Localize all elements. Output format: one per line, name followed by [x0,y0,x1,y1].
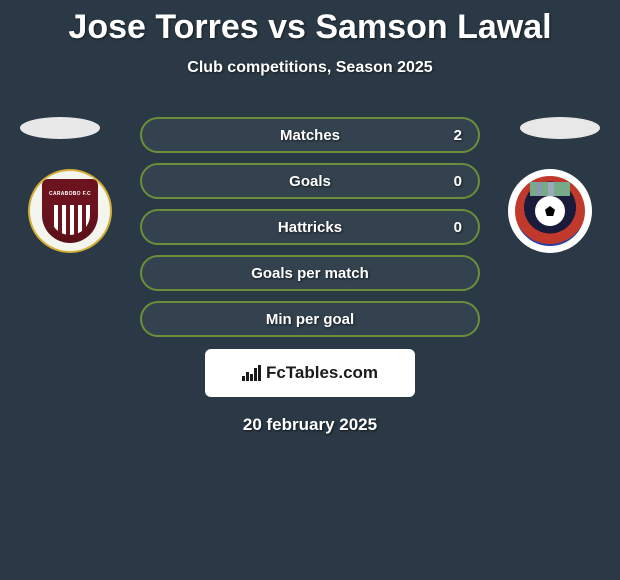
stat-label: Min per goal [266,311,354,328]
player-photo-right [520,117,600,139]
comparison-title: Jose Torres vs Samson Lawal [0,0,620,47]
stat-row-goals: Goals 0 [140,163,480,199]
stat-row-matches: Matches 2 [140,117,480,153]
logo-text: FcTables.com [242,363,378,383]
carabobo-text: CARABOBO F.C [49,191,91,197]
stat-label: Matches [280,127,340,144]
metropolitanos-shield-icon [515,176,585,246]
comparison-subtitle: Club competitions, Season 2025 [0,59,620,77]
stat-row-hattricks: Hattricks 0 [140,209,480,245]
player-photo-left [20,117,100,139]
logo-label: FcTables.com [266,363,378,383]
stat-row-goals-per-match: Goals per match [140,255,480,291]
club-badge-right [508,169,592,253]
fctables-logo: FcTables.com [205,349,415,397]
carabobo-stripes-icon [50,205,90,235]
stats-container: Matches 2 Goals 0 Hattricks 0 Goals per … [140,117,480,337]
stat-label: Hattricks [278,219,342,236]
stat-label: Goals per match [251,265,369,282]
city-skyline-icon [530,182,570,196]
stat-right-value: 0 [454,219,462,236]
club-badge-left: CARABOBO F.C [28,169,112,253]
bars-chart-icon [242,365,262,381]
stat-right-value: 0 [454,173,462,190]
comparison-date: 20 february 2025 [0,415,620,435]
carabobo-shield-icon: CARABOBO F.C [42,179,98,243]
comparison-content: CARABOBO F.C Matches 2 Goals 0 Hattricks… [0,117,620,435]
stat-right-value: 2 [454,127,462,144]
stat-row-min-per-goal: Min per goal [140,301,480,337]
stat-label: Goals [289,173,331,190]
soccer-ball-icon [535,196,565,226]
